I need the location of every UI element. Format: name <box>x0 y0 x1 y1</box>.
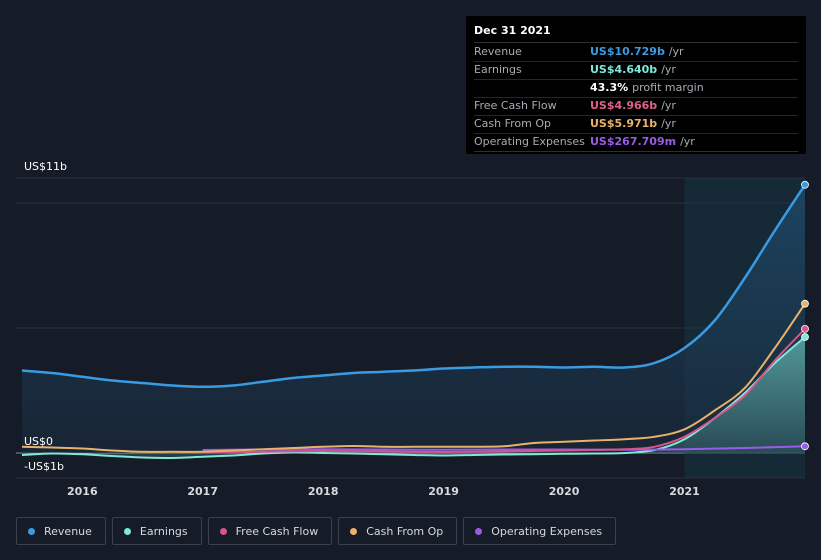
legend-dot-icon <box>219 527 227 535</box>
y-axis-zero-label: US$0 <box>24 435 54 448</box>
series-end-markers <box>801 180 809 451</box>
tooltip-row: Operating Expenses US$267.709m/yr <box>474 134 798 152</box>
tooltip-row-value: US$10.729b <box>590 45 665 58</box>
legend-item-operating-expenses[interactable]: Operating Expenses <box>463 517 617 545</box>
y-axis-bottom-label: -US$1b <box>24 460 64 473</box>
tooltip-row-label: Cash From Op <box>474 117 552 130</box>
tooltip-row-label: Earnings <box>474 63 522 76</box>
legend-item-earnings[interactable]: Earnings <box>111 517 202 545</box>
tooltip-row-unit: /yr <box>661 99 676 112</box>
cash-from-op-end-marker <box>801 299 809 308</box>
legend-item-label: Cash From Op <box>366 524 444 538</box>
series-fills <box>22 184 805 459</box>
x-tick-label: 2019 <box>428 485 459 498</box>
legend-item-label: Operating Expenses <box>491 524 603 538</box>
tooltip-row: Cash From Op US$5.971b/yr <box>474 116 798 134</box>
operating-expenses-line <box>202 445 806 451</box>
tooltip-row-unit: /yr <box>661 117 676 130</box>
tooltip-row-label: Revenue <box>474 45 522 58</box>
x-tick-label: 2021 <box>669 485 700 498</box>
free-cash-flow-end-marker <box>801 324 809 333</box>
tooltip-row-value: 43.3% <box>590 81 629 94</box>
revenue-end-marker <box>801 180 809 189</box>
tooltip-row-label: Operating Expenses <box>474 135 585 148</box>
x-tick-label: 2016 <box>67 485 98 498</box>
earnings-end-marker <box>801 333 809 341</box>
chart-legend: Revenue Earnings Free Cash Flow Cash From O… <box>16 517 622 545</box>
earnings-revenue-chart: 2016 2017 2018 2019 2020 2021 <box>16 177 809 498</box>
legend-item-free-cash-flow[interactable]: Free Cash Flow <box>207 517 333 545</box>
revenue-line <box>21 184 807 389</box>
tooltip-row: 43.3% profit margin <box>474 80 798 98</box>
x-axis-ticks: 2016 2017 2018 2019 2020 2021 <box>67 485 700 498</box>
x-tick-label: 2020 <box>549 485 580 498</box>
x-tick-label: 2017 <box>187 485 218 498</box>
tooltip-row: Earnings US$4.640b/yr <box>474 62 798 80</box>
tooltip-row-value: US$5.971b <box>590 117 658 130</box>
tooltip-date: Dec 31 2021 <box>474 24 798 43</box>
legend-item-label: Earnings <box>139 524 188 538</box>
series-lines <box>21 184 807 460</box>
earnings-line <box>21 336 806 460</box>
tooltip-row-unit: profit margin <box>632 81 704 94</box>
legend-item-cash-from-op[interactable]: Cash From Op <box>338 517 458 545</box>
earnings-area <box>22 337 805 459</box>
legend-dot-icon <box>350 527 358 535</box>
tooltip-row-unit: /yr <box>668 45 684 58</box>
tooltip-row-unit: /yr <box>661 63 676 76</box>
tooltip-row: Free Cash Flow US$4.966b/yr <box>474 98 798 116</box>
y-axis-top-label: US$11b <box>24 160 68 173</box>
tooltip-row-unit: /yr <box>680 135 695 148</box>
legend-item-label: Free Cash Flow <box>235 524 319 538</box>
legend-dot-icon <box>475 527 483 535</box>
legend-item-revenue[interactable]: Revenue <box>16 517 106 545</box>
cash-from-op-line <box>21 303 806 453</box>
tooltip-row: Revenue US$10.729b/yr <box>474 44 798 62</box>
revenue-area <box>22 184 805 454</box>
tooltip-row-label <box>474 80 590 97</box>
tooltip-row-value: US$267.709m <box>590 135 677 148</box>
free-cash-flow-line <box>202 328 806 454</box>
legend-item-label: Revenue <box>44 524 92 538</box>
operating-expenses-end-marker <box>801 442 809 451</box>
data-tooltip: Dec 31 2021 Revenue US$10.729b/yr Earnings… <box>466 16 806 154</box>
legend-dot-icon <box>28 527 35 535</box>
legend-dot-icon <box>123 527 131 535</box>
tooltip-row-value: US$4.966b <box>590 99 658 112</box>
tooltip-row-label: Free Cash Flow <box>474 99 557 112</box>
tooltip-row-value: US$4.640b <box>590 63 658 76</box>
x-tick-label: 2018 <box>308 485 339 498</box>
